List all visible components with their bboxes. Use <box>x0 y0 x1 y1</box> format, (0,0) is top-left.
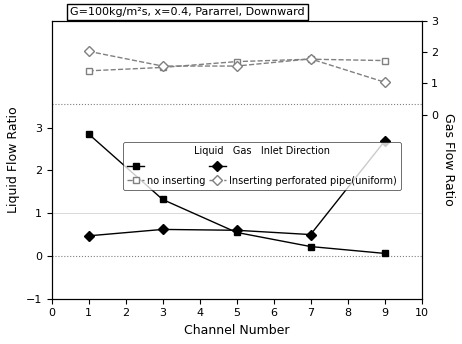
Legend: , no inserting, , Inserting perforated pipe(uniform): , no inserting, , Inserting perforated p… <box>123 142 401 190</box>
Y-axis label: Liquid Flow Ratio: Liquid Flow Ratio <box>7 106 20 213</box>
X-axis label: Channel Number: Channel Number <box>184 324 289 337</box>
Text: G=100kg/m²s, x=0.4, Pararrel, Downward: G=100kg/m²s, x=0.4, Pararrel, Downward <box>70 7 305 17</box>
Y-axis label: Gas Flow Ratio: Gas Flow Ratio <box>442 113 455 206</box>
